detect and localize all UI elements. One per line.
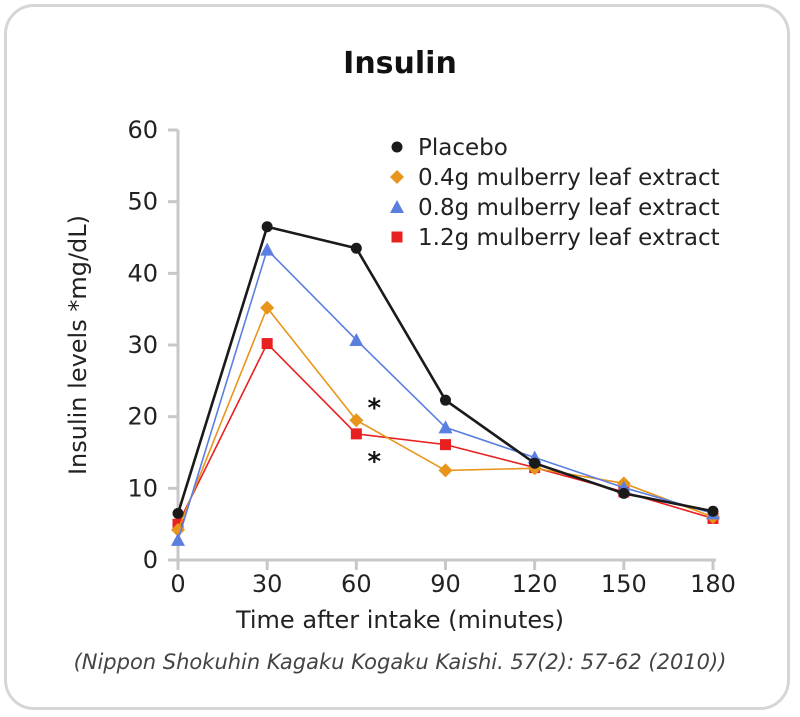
legend-marker — [391, 141, 403, 153]
x-tick-label: 120 — [512, 570, 558, 598]
significance-asterisk: * — [368, 393, 382, 423]
y-tick-label: 40 — [127, 259, 158, 287]
data-point — [707, 505, 719, 517]
y-axis-label: Insulin levels *mg/dL) — [64, 215, 92, 475]
legend-item: 0.4g mulberry leaf extract — [390, 165, 720, 191]
y-tick-label: 50 — [127, 188, 158, 216]
data-point — [529, 457, 541, 469]
legend-item: 0.8g mulberry leaf extract — [390, 195, 720, 221]
series-line — [177, 342, 714, 525]
annotations: ** — [368, 393, 382, 477]
chart-frame — [4, 4, 790, 710]
data-point — [438, 463, 453, 478]
x-tick-label: 30 — [252, 570, 283, 598]
series-circle — [172, 221, 719, 519]
y-tick-label: 20 — [127, 403, 158, 431]
data-point — [618, 487, 630, 499]
x-tick-label: 60 — [341, 570, 372, 598]
data-point — [350, 428, 362, 440]
y-tick-label: 60 — [127, 116, 158, 144]
series-layer — [171, 221, 720, 546]
significance-asterisk: * — [368, 447, 382, 477]
data-point — [171, 532, 185, 546]
legend-marker — [390, 170, 404, 184]
data-point — [440, 394, 451, 406]
y-tick-label: 0 — [143, 546, 158, 574]
data-point — [261, 221, 273, 233]
series-line — [177, 306, 714, 531]
data-point — [350, 242, 362, 254]
data-point — [438, 420, 453, 434]
data-point — [440, 439, 451, 451]
legend-item: 1.2g mulberry leaf extract — [391, 225, 720, 251]
data-point — [349, 413, 364, 428]
legend-marker — [390, 200, 404, 213]
data-point — [172, 507, 184, 519]
legend-label: 0.4g mulberry leaf extract — [418, 165, 720, 191]
x-tick-label: 180 — [690, 570, 736, 598]
series-square — [172, 338, 719, 530]
citation: (Nippon Shokuhin Kagaku Kogaku Kaishi. 5… — [73, 650, 727, 674]
axes: 0 10 20 30 40 50 60 0 30 60 90 120 150 180 — [127, 116, 735, 598]
x-tick-label: 0 — [170, 570, 185, 598]
x-axis-label: Time after intake (minutes) — [235, 606, 564, 634]
data-point — [260, 242, 275, 256]
legend-marker — [391, 231, 403, 243]
series-triangle — [171, 242, 720, 546]
legend-label: Placebo — [418, 135, 508, 161]
x-tick-label: 150 — [601, 570, 647, 598]
data-point — [260, 300, 275, 315]
legend-item: Placebo — [391, 135, 508, 161]
chart-title: Insulin — [343, 46, 457, 81]
data-point — [349, 332, 364, 346]
legend-label: 0.8g mulberry leaf extract — [418, 195, 720, 221]
series-diamond — [171, 300, 720, 537]
x-tick-label: 90 — [430, 570, 461, 598]
legend-label: 1.2g mulberry leaf extract — [418, 225, 720, 251]
y-tick-label: 30 — [127, 331, 158, 359]
legend: Placebo 0.4g mulberry leaf extract 0.8g mu… — [390, 135, 720, 251]
data-point — [261, 338, 273, 350]
y-tick-label: 10 — [127, 474, 158, 502]
